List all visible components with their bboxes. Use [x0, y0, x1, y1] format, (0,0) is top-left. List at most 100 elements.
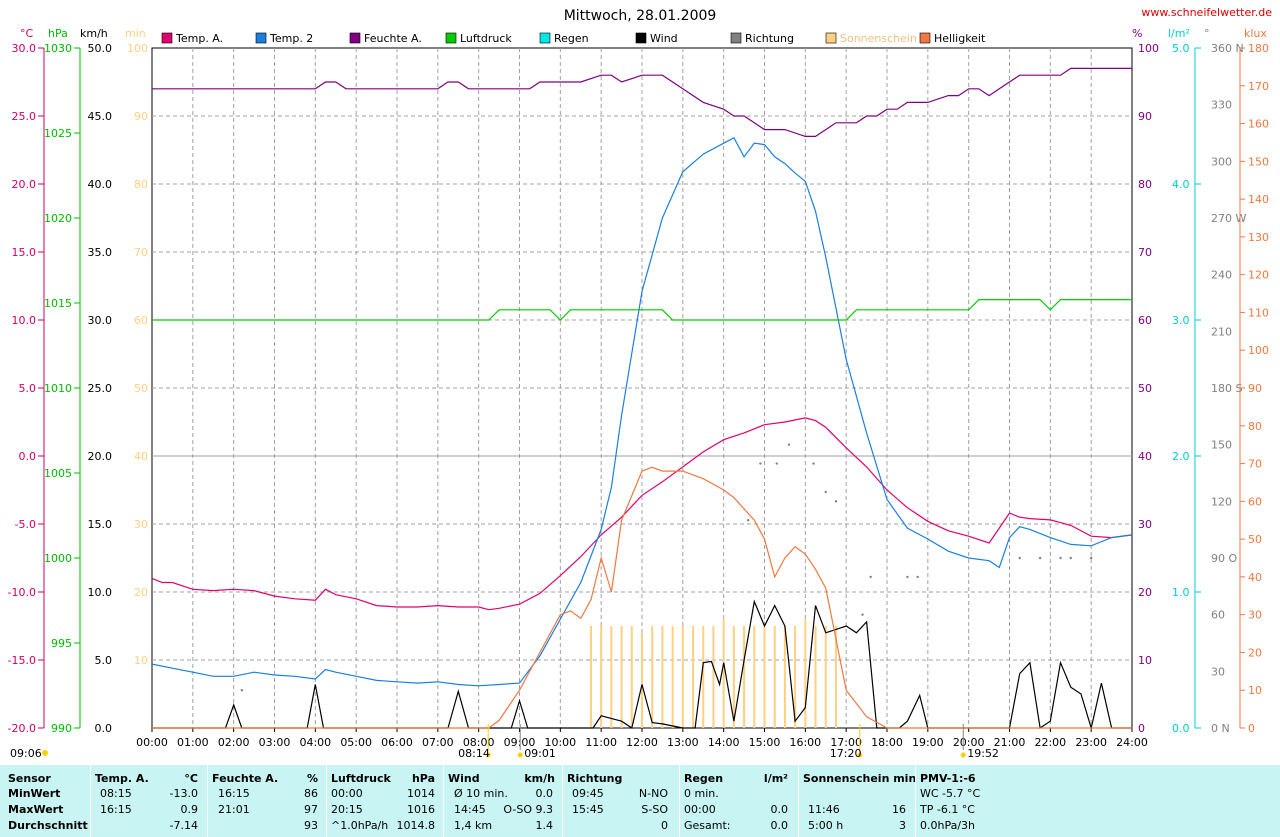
stats-dir-time: 09:45 — [572, 787, 604, 800]
stats-header: Luftdruck — [331, 772, 391, 785]
x-tick-label: 03:00 — [259, 736, 291, 749]
stats-column-divider — [207, 765, 208, 837]
direction-tick-label: 300 — [1211, 155, 1232, 168]
humidity-axis-unit: % — [1132, 27, 1142, 40]
wind-tick-label: 25.0 — [88, 382, 113, 395]
legend-swatch — [445, 32, 457, 44]
stats-temp-value: 0.9 — [180, 803, 199, 816]
weather-chart: Mittwoch, 28.01.2009 www.schneifelwetter.… — [8, 6, 1273, 760]
direction-point — [1059, 556, 1062, 560]
temp-axis-unit: °C — [20, 27, 34, 40]
legend-label: Sonnenschein — [840, 32, 917, 45]
legend-swatch — [349, 32, 361, 44]
direction-point — [812, 462, 815, 465]
stats-row-label: Durchschnitt — [8, 819, 88, 832]
x-tick-label: 04:00 — [299, 736, 331, 749]
stats-sun-value: 16 — [892, 803, 906, 816]
series-line-feuchte-a- — [152, 67, 1132, 137]
legend-label: Temp. 2 — [269, 32, 313, 45]
stats-rain-time: Gesamt: — [684, 819, 731, 832]
brightness-tick-label: 180 — [1248, 42, 1269, 55]
wind-tick-label: 35.0 — [88, 246, 113, 259]
x-tick-label: 05:00 — [340, 736, 372, 749]
stats-sun-time: 11:46 — [808, 803, 840, 816]
brightness-tick-label: 110 — [1248, 306, 1269, 319]
stats-wind-value: 0.0 — [535, 787, 554, 800]
direction-tick-label: 120 — [1211, 495, 1232, 508]
sun-tick-label: 90 — [134, 110, 148, 123]
stats-header: Richtung — [567, 772, 623, 785]
stats-header: l/m² — [763, 772, 788, 785]
humidity-tick-label: 20 — [1138, 586, 1152, 599]
brightness-tick-label: 90 — [1248, 382, 1262, 395]
direction-tick-label: 90 O — [1211, 552, 1237, 565]
sun-marker-icon — [857, 752, 863, 758]
stats-wind-value: O-SO 9.3 — [503, 803, 553, 816]
stats-rain-time: 00:00 — [684, 803, 716, 816]
brightness-tick-label: 150 — [1248, 155, 1269, 168]
x-tick-label: 22:00 — [1034, 736, 1066, 749]
humidity-tick-label: 50 — [1138, 382, 1152, 395]
temp-tick-label: -10.0 — [8, 586, 36, 599]
stats-column-divider — [443, 765, 444, 837]
wind-tick-label: 20.0 — [88, 450, 113, 463]
brightness-axis-unit: klux — [1244, 27, 1267, 40]
stats-hum-value: 93 — [304, 819, 318, 832]
stats-temp-time: 16:15 — [100, 803, 132, 816]
direction-tick-label: 30 — [1211, 665, 1225, 678]
stats-sun-time: 5:00 h — [808, 819, 844, 832]
temp-tick-label: 5.0 — [19, 382, 37, 395]
stats-header: Temp. A. — [95, 772, 149, 785]
stats-wind-time: 14:45 — [454, 803, 486, 816]
direction-tick-label: 360 N — [1211, 42, 1244, 55]
temp-tick-label: 20.0 — [12, 178, 37, 191]
direction-point — [861, 613, 864, 616]
sun-time-label: 17:20 — [830, 747, 862, 760]
rain-tick-label: 1.0 — [1172, 586, 1190, 599]
legend-swatch — [825, 32, 837, 44]
pressure-tick-label: 1025 — [44, 127, 72, 140]
brightness-tick-label: 60 — [1248, 495, 1262, 508]
direction-point — [869, 575, 872, 579]
series-line-helligkeit — [152, 466, 1132, 729]
sun-time-label: 08:14 — [458, 747, 490, 760]
series-line-temp-a- — [151, 417, 1133, 611]
rain-tick-label: 0.0 — [1172, 722, 1190, 735]
direction-tick-label: 0 N — [1211, 722, 1230, 735]
legend-label: Temp. A. — [175, 32, 223, 45]
direction-tick-label: 270 W — [1211, 212, 1246, 225]
direction-tick-label: 180 S — [1211, 382, 1242, 395]
brightness-tick-label: 100 — [1248, 344, 1269, 357]
stats-press-time: 00:00 — [331, 787, 363, 800]
humidity-tick-label: 40 — [1138, 450, 1152, 463]
sun-tick-label: 10 — [134, 654, 148, 667]
humidity-tick-label: 10 — [1138, 654, 1152, 667]
legend-label: Wind — [650, 32, 678, 45]
x-tick-label: 24:00 — [1116, 736, 1148, 749]
rain-tick-label: 4.0 — [1172, 178, 1190, 191]
stats-hum-time: 16:15 — [218, 787, 250, 800]
stats-header: Sonnenschein min — [803, 772, 917, 785]
humidity-tick-label: 30 — [1138, 518, 1152, 531]
stats-rain-time: 0 min. — [684, 787, 719, 800]
pressure-tick-label: 1030 — [44, 42, 72, 55]
brightness-tick-label: 30 — [1248, 609, 1262, 622]
marker-left-label: 09:06 — [10, 747, 42, 760]
x-tick-label: 16:00 — [789, 736, 821, 749]
stats-header: Wind — [448, 772, 480, 785]
stats-column-divider — [562, 765, 563, 837]
brightness-tick-label: 20 — [1248, 646, 1262, 659]
direction-point — [1038, 556, 1042, 560]
direction-tick-label: 150 — [1211, 439, 1232, 452]
rain-axis-unit: l/m² — [1168, 27, 1190, 40]
brightness-tick-label: 0 — [1248, 722, 1255, 735]
sun-marker-icon — [960, 752, 966, 758]
stats-hum-value: 97 — [304, 803, 318, 816]
x-tick-label: 21:00 — [994, 736, 1026, 749]
stats-row-label: MaxWert — [8, 803, 64, 816]
humidity-tick-label: 0 — [1138, 722, 1145, 735]
pressure-tick-label: 1005 — [44, 467, 72, 480]
brightness-tick-label: 140 — [1248, 193, 1269, 206]
series-line-temp-2 — [151, 136, 1133, 687]
stats-pmv-value: WC -5.7 °C — [920, 787, 981, 800]
